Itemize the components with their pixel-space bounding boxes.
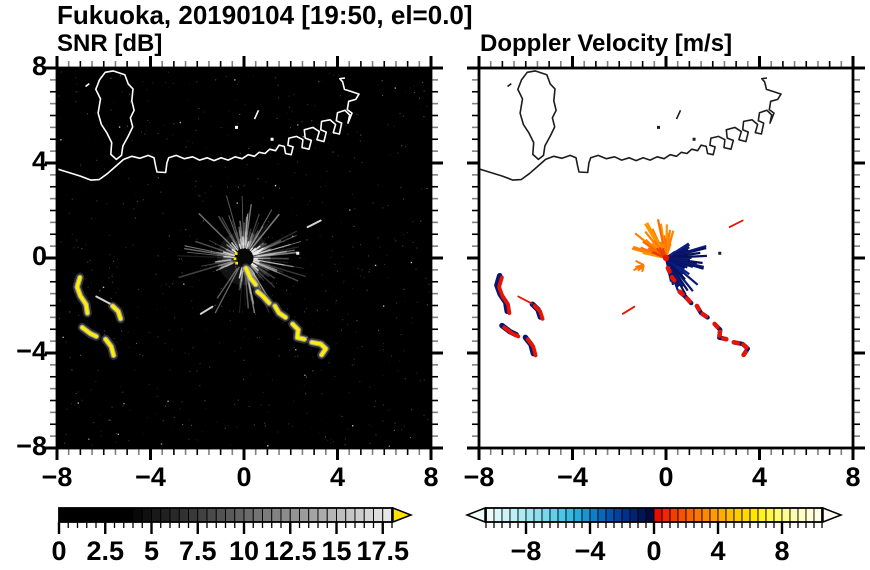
x-tick-label-vel: 8 [845, 462, 861, 492]
velocity-colorbar-label: 0 [646, 536, 662, 566]
velocity-panel [479, 68, 853, 448]
snr-echo [110, 304, 123, 321]
snr-colorbar-label: 12.5 [263, 536, 317, 566]
velocity-streak [621, 305, 636, 315]
snr-colorbar-label: 17.5 [356, 536, 410, 566]
velocity-chain-echo [694, 303, 710, 320]
snr-colorbar-over-arrow [392, 506, 414, 524]
island-outline [95, 70, 135, 161]
y-tick-label: 8 [31, 51, 47, 81]
velocity-colorbar-label: −8 [510, 536, 542, 566]
x-tick-label-snr: 0 [236, 462, 252, 492]
velocity-echo [497, 275, 512, 315]
coastline-path [479, 77, 782, 181]
velocity-colorbar-label: −4 [574, 536, 606, 566]
velocity-colorbar-label: 8 [774, 536, 790, 566]
snr-echo [103, 337, 116, 358]
velocity-center-dot [662, 254, 670, 262]
x-tick-label-vel: 0 [658, 462, 674, 492]
coast-mark-segment [507, 83, 512, 88]
velocity-streak [728, 219, 744, 228]
plot-frame [55, 66, 433, 450]
snr-colorbar-label: 0 [51, 536, 67, 566]
velocity-chain-echo [731, 340, 751, 358]
x-tick-label-vel: 4 [751, 462, 768, 492]
velocity-streak [517, 295, 533, 305]
velocity-chain-echo [712, 321, 729, 342]
coastline-path [57, 77, 360, 181]
x-tick-label-snr: −8 [41, 462, 73, 492]
velocity-colorbar-under-arrow [464, 506, 486, 524]
snr-echo [255, 290, 271, 305]
coast-mark-dot [718, 251, 722, 255]
coast-mark-dot [270, 137, 274, 141]
velocity-chain-echo [665, 265, 680, 287]
y-tick-label: −8 [16, 431, 47, 461]
coast-mark-dot [692, 137, 696, 141]
velocity-echo [525, 337, 538, 358]
y-tick-label: 0 [31, 241, 47, 271]
coast-mark-segment [675, 109, 682, 120]
snr-echo [75, 275, 90, 315]
velocity-echo [532, 304, 545, 321]
snr-echo [273, 304, 288, 320]
snr-streak [95, 295, 111, 305]
snr-colorbar-label: 5 [143, 536, 160, 566]
velocity-chain-echo [677, 289, 694, 306]
snr-echo [80, 325, 98, 339]
island-outline [517, 70, 557, 161]
x-tick-label-snr: 4 [329, 462, 346, 492]
x-tick-label-snr: −4 [135, 462, 166, 492]
snr-echo [244, 266, 258, 287]
snr-streak [199, 305, 214, 315]
snr-colorbar-label: 7.5 [178, 536, 217, 566]
snr-colorbar-label: 10 [228, 536, 260, 566]
velocity-echo [502, 325, 521, 339]
y-tick-label: 4 [31, 146, 47, 176]
coast-mark-segment [253, 109, 260, 120]
coast-mark-dot [657, 125, 661, 129]
y-tick-label: −4 [16, 336, 47, 366]
snr-panel [57, 68, 431, 448]
snr-streak [306, 219, 322, 229]
figure-title: Fukuoka, 20190104 [19:50, el=0.0] [57, 0, 473, 30]
snr-colorbar-label: 2.5 [86, 536, 125, 566]
plot-frame [477, 66, 855, 450]
velocity-colorbar [464, 506, 844, 524]
velocity-colorbar-over-arrow [822, 506, 844, 524]
coast-mark-dot [235, 125, 239, 129]
x-tick-label-snr: 8 [423, 462, 439, 492]
panel-title-velocity: Doppler Velocity [m/s] [480, 30, 733, 57]
x-tick-label-vel: −4 [557, 462, 588, 492]
coast-mark-dot [296, 251, 300, 255]
snr-echo [310, 340, 328, 357]
coast-mark-segment [85, 83, 90, 88]
snr-colorbar [58, 506, 414, 524]
snr-colorbar-label: 15 [321, 536, 352, 566]
radar-site-disc [235, 249, 253, 267]
snr-echo [290, 322, 306, 341]
x-tick-label-vel: −8 [463, 462, 495, 492]
panel-title-snr: SNR [dB] [57, 30, 163, 57]
velocity-colorbar-label: 4 [710, 536, 726, 566]
